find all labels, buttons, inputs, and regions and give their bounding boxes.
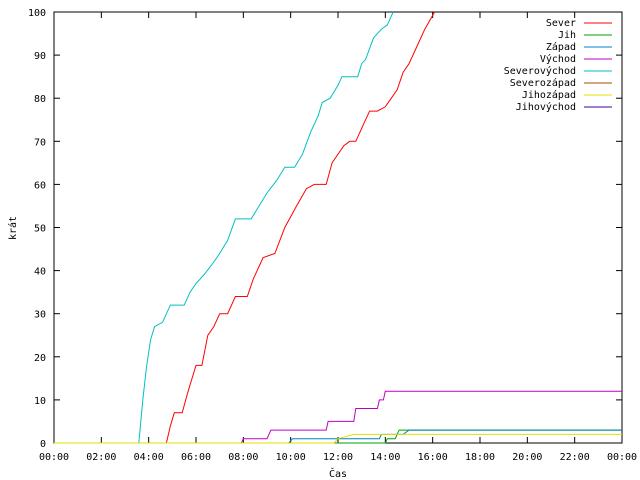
x-tick-label: 10:00 [276,452,306,463]
legend-label: Jih [558,30,576,41]
series-line-jihozápad [54,433,622,444]
x-tick-label: 00:00 [607,452,637,463]
series-line-západ [54,429,622,444]
x-tick-label: 00:00 [39,452,69,463]
x-tick-label: 02:00 [86,452,116,463]
y-tick-label: 100 [28,8,46,19]
y-axis-ticks: 0 10 20 30 40 50 60 70 80 90 100 [28,8,622,450]
legend-label: Severozápad [510,77,576,89]
y-tick-label: 20 [34,353,46,364]
y-tick-label: 70 [34,137,46,148]
legend-label: Jihovýchod [516,101,576,113]
x-tick-label: 22:00 [560,452,590,463]
y-tick-label: 0 [40,439,46,450]
x-tick-label: 14:00 [370,452,400,463]
y-tick-label: 60 [34,180,46,191]
series-lines [54,11,622,444]
y-tick-label: 90 [34,51,46,62]
y-tick-label: 40 [34,267,46,278]
series-line-sever [54,11,436,444]
y-tick-label: 80 [34,94,46,105]
legend-label: Sever [546,18,576,29]
y-axis-label: krát [7,216,19,240]
x-axis-label: Čas [329,467,347,480]
x-axis-ticks: 00:00 02:00 04:00 06:00 08:00 10:00 12:00 14:00… [39,12,637,463]
x-tick-label: 08:00 [228,452,258,463]
x-tick-label: 04:00 [134,452,164,463]
x-tick-label: 18:00 [465,452,495,463]
x-tick-label: 20:00 [512,452,542,463]
legend-label: Jihozápad [522,89,576,101]
y-tick-label: 50 [34,224,46,235]
legend-label: Východ [540,53,576,65]
x-tick-label: 12:00 [323,452,353,463]
legend-label: Severovýchod [504,65,576,77]
series-line-severovýchod [54,11,394,444]
legend: SeverJihZápadVýchodSeverovýchodSeverozáp… [504,18,612,113]
y-tick-label: 10 [34,396,46,407]
legend-label: Západ [546,41,576,53]
series-line-východ [54,390,622,444]
x-tick-label: 16:00 [418,452,448,463]
y-tick-label: 30 [34,310,46,321]
x-tick-label: 06:00 [181,452,211,463]
